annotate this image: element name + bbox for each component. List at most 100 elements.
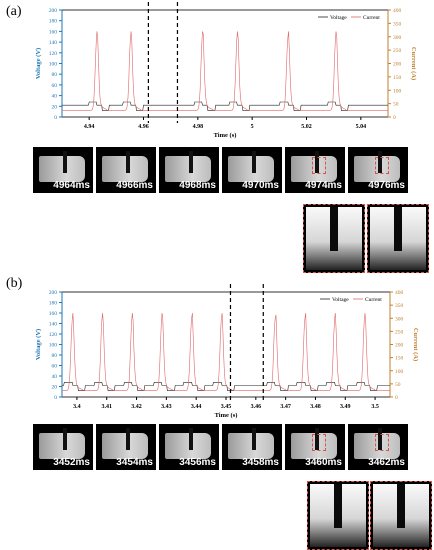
panel-label-b: (b): [6, 276, 23, 291]
x-tick-label: 5.04: [356, 124, 367, 130]
y-right-axis-label: Current (A): [410, 47, 417, 80]
frame-timestamp: 3456ms: [179, 457, 216, 468]
y-left-tick-label: 80: [52, 353, 58, 359]
plot-frame: [61, 291, 391, 398]
x-tick-label: 5.02: [301, 124, 312, 130]
y-left-tick-label: 180: [49, 19, 58, 25]
frames-b: 3452ms 3454ms 3456ms 3458ms 3460ms 3462m…: [33, 424, 408, 470]
frame: 4966ms: [96, 147, 156, 193]
voltage-series-line: [62, 101, 388, 111]
x-tick-label: 3.41: [101, 404, 112, 410]
legend-label-voltage: Voltage: [330, 15, 347, 21]
frame-timestamp: 4964ms: [53, 180, 90, 191]
x-tick-label: 3.48: [310, 404, 321, 410]
x-tick-label: 3.44: [191, 404, 202, 410]
x-tick-label: 3.47: [280, 404, 291, 410]
y-right-tick-label: 250: [393, 48, 402, 54]
zoom-inset: [307, 481, 369, 550]
y-left-tick-label: 0: [54, 115, 57, 121]
frame-timestamp: 4976ms: [368, 180, 405, 191]
y-left-axis-label: Voltage (V): [35, 48, 42, 79]
x-tick-label: 4.96: [138, 124, 149, 130]
plot-frame: [61, 9, 389, 118]
frame-timestamp: 4968ms: [179, 180, 216, 191]
frame: 3462ms: [348, 424, 408, 470]
y-right-tick-label: 200: [393, 62, 402, 68]
y-right-tick-label: 250: [395, 329, 404, 335]
highlight-box: [375, 434, 389, 451]
frame: 4968ms: [159, 147, 219, 193]
y-right-tick-label: 100: [393, 88, 402, 94]
panel-label-a: (a): [6, 4, 22, 19]
y-left-tick-label: 200: [49, 290, 58, 296]
y-left-tick-label: 80: [52, 72, 58, 78]
current-series-line: [62, 312, 390, 391]
y-right-tick-label: 400: [393, 8, 402, 14]
frame: 3452ms: [33, 424, 93, 470]
zoom-inset: [367, 204, 429, 273]
y-left-tick-label: 160: [49, 311, 58, 317]
frames-a: 4964ms 4966ms 4968ms 4970ms 4974ms 4976m…: [33, 147, 408, 193]
y-right-tick-label: 0: [393, 115, 396, 121]
y-left-tick-label: 60: [52, 83, 58, 89]
legend-label-voltage: Voltage: [332, 297, 349, 303]
legend-label-current: Current: [363, 15, 380, 21]
y-left-tick-label: 140: [49, 40, 58, 46]
highlight-box: [375, 157, 389, 174]
x-tick-label: 3.4: [73, 404, 81, 410]
x-tick-label: 3.43: [161, 404, 172, 410]
y-right-tick-label: 150: [393, 75, 402, 81]
y-right-tick-label: 350: [393, 21, 402, 27]
y-right-tick-label: 100: [395, 369, 404, 375]
chart-a-svg: 0 20 40 60 80 100 120 140 160 180 200 0 50 100 150 200 2…: [35, 2, 417, 139]
y-right-tick-label: 300: [395, 316, 404, 322]
frame: 4970ms: [222, 147, 282, 193]
y-left-tick-label: 0: [54, 395, 57, 401]
y-left-tick-label: 20: [52, 385, 58, 391]
y-right-tick-label: 50: [393, 102, 399, 108]
x-tick-label: 4.98: [193, 124, 204, 130]
x-tick-label: 3.45: [221, 404, 232, 410]
chart-a: 0 20 40 60 80 100 120 140 160 180 200 0 50 100 150 200 2…: [0, 0, 434, 145]
x-tick-label: 3.42: [131, 404, 142, 410]
y-left-tick-label: 20: [52, 104, 58, 110]
y-left-axis-label: Voltage (V): [35, 329, 42, 360]
y-right-tick-label: 50: [395, 382, 401, 388]
zoom-inset: [370, 481, 432, 550]
frame: 3458ms: [222, 424, 282, 470]
frame-timestamp: 4966ms: [116, 180, 153, 191]
y-left-tick-label: 40: [52, 94, 58, 100]
frame: 3454ms: [96, 424, 156, 470]
frame: 4974ms: [285, 147, 345, 193]
y-left-tick-label: 160: [49, 29, 58, 35]
highlight-box: [312, 434, 326, 451]
y-left-tick-label: 120: [49, 332, 58, 338]
y-left-tick-label: 60: [52, 364, 58, 370]
y-left-tick-label: 200: [49, 8, 58, 14]
frame-timestamp: 3452ms: [53, 457, 90, 468]
frame-timestamp: 4974ms: [305, 180, 342, 191]
y-right-tick-label: 350: [395, 303, 404, 309]
voltage-series-line: [62, 382, 390, 391]
chart-b-svg: 0 20 40 60 80 100 120 140 160 180 200 0 50 100 150 200 2…: [35, 284, 419, 419]
frame-timestamp: 3458ms: [242, 457, 279, 468]
y-right-tick-label: 0: [395, 395, 398, 401]
chart-b: 0 20 40 60 80 100 120 140 160 180 200 0 50 100 150 200 2…: [0, 280, 434, 420]
y-right-tick-label: 300: [393, 35, 402, 41]
x-tick-label: 4.94: [84, 124, 95, 130]
frame-timestamp: 3462ms: [368, 457, 405, 468]
frame-timestamp: 3454ms: [116, 457, 153, 468]
y-left-tick-label: 180: [49, 301, 58, 307]
frame: 4964ms: [33, 147, 93, 193]
y-left-tick-label: 40: [52, 374, 58, 380]
y-right-tick-label: 150: [395, 356, 404, 362]
x-axis-label: Time (s): [214, 132, 237, 139]
y-right-axis-label: Current (A): [412, 328, 419, 361]
zoom-inset: [303, 204, 365, 273]
y-left-tick-label: 140: [49, 322, 58, 328]
legend-label-current: Current: [365, 297, 382, 303]
x-tick-label: 3.5: [371, 404, 379, 410]
frame-timestamp: 4970ms: [242, 180, 279, 191]
frame: 4976ms: [348, 147, 408, 193]
y-right-tick-label: 200: [395, 343, 404, 349]
